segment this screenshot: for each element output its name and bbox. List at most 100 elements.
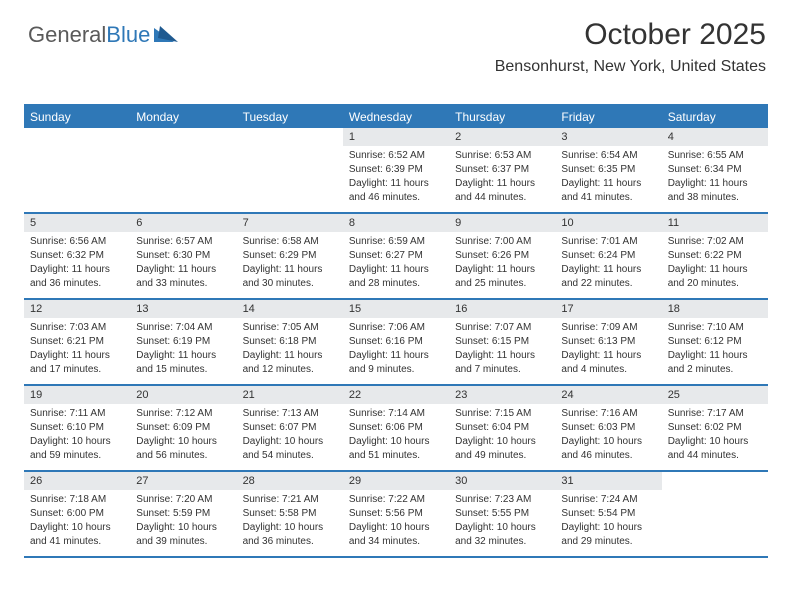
day-d1: Daylight: 11 hours <box>455 177 549 190</box>
week-row: 19Sunrise: 7:11 AMSunset: 6:10 PMDayligh… <box>24 386 768 472</box>
day-d1: Daylight: 10 hours <box>561 435 655 448</box>
day-number: 21 <box>237 386 343 404</box>
day-number: 26 <box>24 472 130 490</box>
day-ss: Sunset: 6:13 PM <box>561 335 655 348</box>
day-sr: Sunrise: 7:05 AM <box>243 321 337 334</box>
day-number <box>24 128 130 146</box>
day-body: Sunrise: 7:00 AMSunset: 6:26 PMDaylight:… <box>449 232 555 297</box>
day-sr: Sunrise: 7:14 AM <box>349 407 443 420</box>
day-body: Sunrise: 7:02 AMSunset: 6:22 PMDaylight:… <box>662 232 768 297</box>
day-cell: 24Sunrise: 7:16 AMSunset: 6:03 PMDayligh… <box>555 386 661 470</box>
day-number: 1 <box>343 128 449 146</box>
day-body: Sunrise: 6:53 AMSunset: 6:37 PMDaylight:… <box>449 146 555 211</box>
day-ss: Sunset: 6:27 PM <box>349 249 443 262</box>
day-body: Sunrise: 6:55 AMSunset: 6:34 PMDaylight:… <box>662 146 768 211</box>
day-cell: 11Sunrise: 7:02 AMSunset: 6:22 PMDayligh… <box>662 214 768 298</box>
day-cell: 15Sunrise: 7:06 AMSunset: 6:16 PMDayligh… <box>343 300 449 384</box>
day-sr: Sunrise: 7:24 AM <box>561 493 655 506</box>
day-d1: Daylight: 11 hours <box>455 349 549 362</box>
day-body: Sunrise: 7:14 AMSunset: 6:06 PMDaylight:… <box>343 404 449 469</box>
day-sr: Sunrise: 7:00 AM <box>455 235 549 248</box>
day-ss: Sunset: 6:34 PM <box>668 163 762 176</box>
day-d1: Daylight: 10 hours <box>349 521 443 534</box>
day-d2: and 9 minutes. <box>349 363 443 376</box>
day-d1: Daylight: 10 hours <box>243 435 337 448</box>
day-ss: Sunset: 6:37 PM <box>455 163 549 176</box>
day-d1: Daylight: 11 hours <box>668 263 762 276</box>
day-d1: Daylight: 10 hours <box>30 435 124 448</box>
logo-text-general: General <box>28 22 106 48</box>
day-d2: and 32 minutes. <box>455 535 549 548</box>
day-d2: and 51 minutes. <box>349 449 443 462</box>
day-ss: Sunset: 6:32 PM <box>30 249 124 262</box>
day-ss: Sunset: 6:18 PM <box>243 335 337 348</box>
day-d1: Daylight: 11 hours <box>243 263 337 276</box>
day-ss: Sunset: 6:26 PM <box>455 249 549 262</box>
calendar: SundayMondayTuesdayWednesdayThursdayFrid… <box>24 104 768 558</box>
day-sr: Sunrise: 7:10 AM <box>668 321 762 334</box>
day-d2: and 25 minutes. <box>455 277 549 290</box>
day-cell: 18Sunrise: 7:10 AMSunset: 6:12 PMDayligh… <box>662 300 768 384</box>
dow-row: SundayMondayTuesdayWednesdayThursdayFrid… <box>24 106 768 128</box>
day-d1: Daylight: 11 hours <box>349 263 443 276</box>
day-d1: Daylight: 11 hours <box>349 177 443 190</box>
day-ss: Sunset: 6:03 PM <box>561 421 655 434</box>
day-body: Sunrise: 6:58 AMSunset: 6:29 PMDaylight:… <box>237 232 343 297</box>
day-number: 5 <box>24 214 130 232</box>
day-d2: and 38 minutes. <box>668 191 762 204</box>
day-number: 7 <box>237 214 343 232</box>
day-cell: 8Sunrise: 6:59 AMSunset: 6:27 PMDaylight… <box>343 214 449 298</box>
day-ss: Sunset: 6:10 PM <box>30 421 124 434</box>
day-cell: 12Sunrise: 7:03 AMSunset: 6:21 PMDayligh… <box>24 300 130 384</box>
day-d1: Daylight: 11 hours <box>349 349 443 362</box>
day-d2: and 28 minutes. <box>349 277 443 290</box>
week-row: 12Sunrise: 7:03 AMSunset: 6:21 PMDayligh… <box>24 300 768 386</box>
day-number: 19 <box>24 386 130 404</box>
day-number <box>662 472 768 490</box>
day-d2: and 34 minutes. <box>349 535 443 548</box>
day-number: 2 <box>449 128 555 146</box>
header-right: October 2025 Bensonhurst, New York, Unit… <box>495 18 766 76</box>
day-sr: Sunrise: 6:54 AM <box>561 149 655 162</box>
day-d2: and 46 minutes. <box>349 191 443 204</box>
day-cell <box>237 128 343 212</box>
day-sr: Sunrise: 7:11 AM <box>30 407 124 420</box>
day-sr: Sunrise: 6:55 AM <box>668 149 762 162</box>
day-body: Sunrise: 7:13 AMSunset: 6:07 PMDaylight:… <box>237 404 343 469</box>
day-cell: 14Sunrise: 7:05 AMSunset: 6:18 PMDayligh… <box>237 300 343 384</box>
day-cell: 5Sunrise: 6:56 AMSunset: 6:32 PMDaylight… <box>24 214 130 298</box>
day-sr: Sunrise: 7:15 AM <box>455 407 549 420</box>
week-row: 1Sunrise: 6:52 AMSunset: 6:39 PMDaylight… <box>24 128 768 214</box>
day-sr: Sunrise: 7:02 AM <box>668 235 762 248</box>
day-number: 13 <box>130 300 236 318</box>
dow-cell: Friday <box>555 106 661 128</box>
dow-cell: Thursday <box>449 106 555 128</box>
day-cell: 9Sunrise: 7:00 AMSunset: 6:26 PMDaylight… <box>449 214 555 298</box>
dow-cell: Saturday <box>662 106 768 128</box>
day-d1: Daylight: 10 hours <box>561 521 655 534</box>
day-cell: 21Sunrise: 7:13 AMSunset: 6:07 PMDayligh… <box>237 386 343 470</box>
day-cell: 10Sunrise: 7:01 AMSunset: 6:24 PMDayligh… <box>555 214 661 298</box>
day-d1: Daylight: 10 hours <box>30 521 124 534</box>
day-d1: Daylight: 10 hours <box>455 435 549 448</box>
day-body: Sunrise: 6:57 AMSunset: 6:30 PMDaylight:… <box>130 232 236 297</box>
day-ss: Sunset: 6:19 PM <box>136 335 230 348</box>
logo-triangle-icon <box>154 22 182 48</box>
day-ss: Sunset: 6:00 PM <box>30 507 124 520</box>
day-d1: Daylight: 11 hours <box>136 349 230 362</box>
day-body: Sunrise: 7:12 AMSunset: 6:09 PMDaylight:… <box>130 404 236 469</box>
day-number: 10 <box>555 214 661 232</box>
day-number: 30 <box>449 472 555 490</box>
week-row: 26Sunrise: 7:18 AMSunset: 6:00 PMDayligh… <box>24 472 768 558</box>
day-number: 8 <box>343 214 449 232</box>
dow-cell: Wednesday <box>343 106 449 128</box>
day-d1: Daylight: 10 hours <box>136 521 230 534</box>
dow-cell: Tuesday <box>237 106 343 128</box>
day-sr: Sunrise: 7:04 AM <box>136 321 230 334</box>
day-body: Sunrise: 6:56 AMSunset: 6:32 PMDaylight:… <box>24 232 130 297</box>
day-ss: Sunset: 6:07 PM <box>243 421 337 434</box>
day-d1: Daylight: 11 hours <box>243 349 337 362</box>
day-number: 3 <box>555 128 661 146</box>
day-ss: Sunset: 6:22 PM <box>668 249 762 262</box>
day-d2: and 15 minutes. <box>136 363 230 376</box>
